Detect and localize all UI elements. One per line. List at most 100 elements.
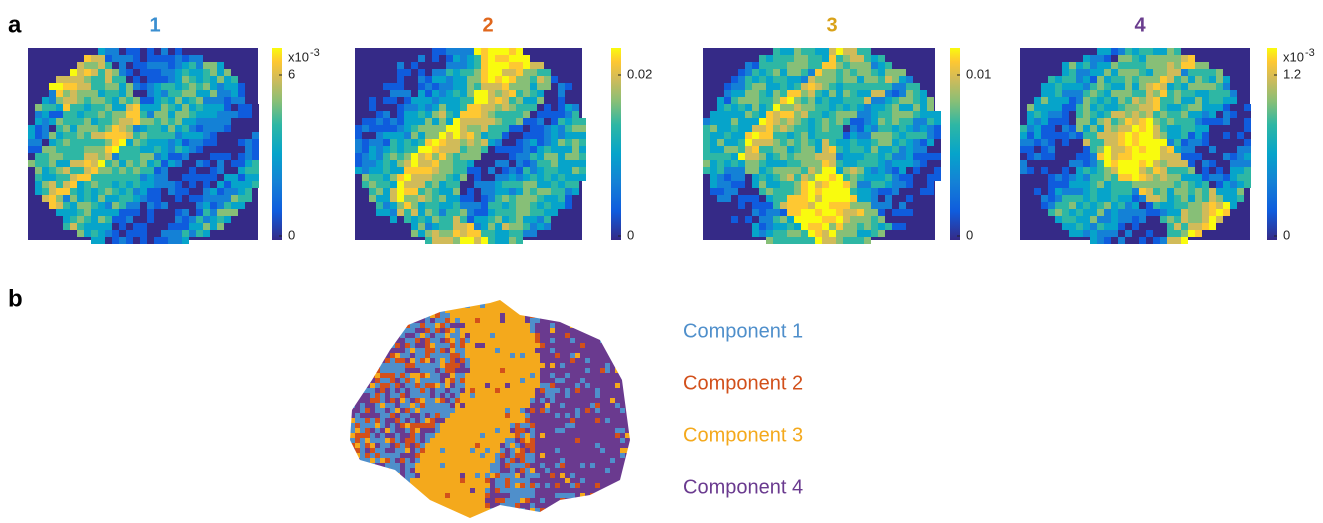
component-cell [350,453,355,458]
map-cell [77,90,84,97]
map-cell [794,146,801,153]
component-cell [360,303,365,308]
map-cell [502,55,509,62]
map-cell [745,97,752,104]
map-cell [558,132,565,139]
map-cell [397,111,404,118]
map-cell [425,202,432,209]
component-cell [580,303,585,308]
component-cell [500,323,505,328]
map-cell [850,69,857,76]
map-cell [112,188,119,195]
component-cell [580,343,585,348]
map-cell [773,139,780,146]
component-cell [430,383,435,388]
map-cell [1118,153,1125,160]
component-cell [605,383,610,388]
component-cell [465,388,470,393]
map-cell [77,62,84,69]
map-cell [77,230,84,237]
map-cell [252,111,259,118]
component-cell [575,393,580,398]
map-cell [544,69,551,76]
map-cell [56,132,63,139]
component-cell [360,378,365,383]
map-cell [717,139,724,146]
map-cell [425,104,432,111]
component-cell [350,383,355,388]
map-cell [453,209,460,216]
map-cell [892,223,899,230]
map-cell [1132,76,1139,83]
map-cell [766,216,773,223]
map-cell [1244,139,1251,146]
component-cell [630,408,635,413]
component-cell [595,328,600,333]
component-cell [370,448,375,453]
map-cell [1139,153,1146,160]
map-cell [794,195,801,202]
component-cell [375,448,380,453]
map-cell [1041,188,1048,195]
map-cell [418,195,425,202]
map-cell [1104,83,1111,90]
component-cell [435,333,440,338]
map-cell [1104,202,1111,209]
component-cell [595,298,600,303]
map-cell [453,69,460,76]
map-cell [892,209,899,216]
map-cell [488,62,495,69]
component-cell [380,368,385,373]
component-cell [345,433,350,438]
map-cell [56,118,63,125]
map-cell [934,118,941,125]
map-cell [523,83,530,90]
component-cell [400,428,405,433]
map-cell [1160,83,1167,90]
map-cell [231,174,238,181]
map-cell [738,104,745,111]
component-cell [565,398,570,403]
map-cell [780,139,787,146]
map-cell [376,104,383,111]
map-cell [878,230,885,237]
component-cell [415,318,420,323]
map-cell [460,90,467,97]
component-cell [565,348,570,353]
component-cell [435,343,440,348]
map-cell [551,90,558,97]
map-cell [35,153,42,160]
map-cell [1055,125,1062,132]
map-cell [224,97,231,104]
map-cell [425,160,432,167]
map-cell [91,62,98,69]
map-cell [801,216,808,223]
map-cell [780,146,787,153]
map-cell [1223,125,1230,132]
map-cell [217,132,224,139]
map-cell [1209,132,1216,139]
map-cell [551,83,558,90]
map-cell [70,188,77,195]
component-cell [385,423,390,428]
map-cell [1097,202,1104,209]
component-cell [505,403,510,408]
map-cell [1153,202,1160,209]
map-cell [70,69,77,76]
map-cell [1202,174,1209,181]
map-cell [404,97,411,104]
map-cell [397,132,404,139]
map-cell [49,104,56,111]
component-cell [435,413,440,418]
map-cell [1055,167,1062,174]
component-cell [480,348,485,353]
map-cell [488,237,495,244]
component-cell [410,333,415,338]
component-cell [530,433,535,438]
component-cell [520,348,525,353]
map-cell [362,174,369,181]
component-cell [400,313,405,318]
component-cell [490,418,495,423]
map-cell [523,132,530,139]
component-cell [615,348,620,353]
